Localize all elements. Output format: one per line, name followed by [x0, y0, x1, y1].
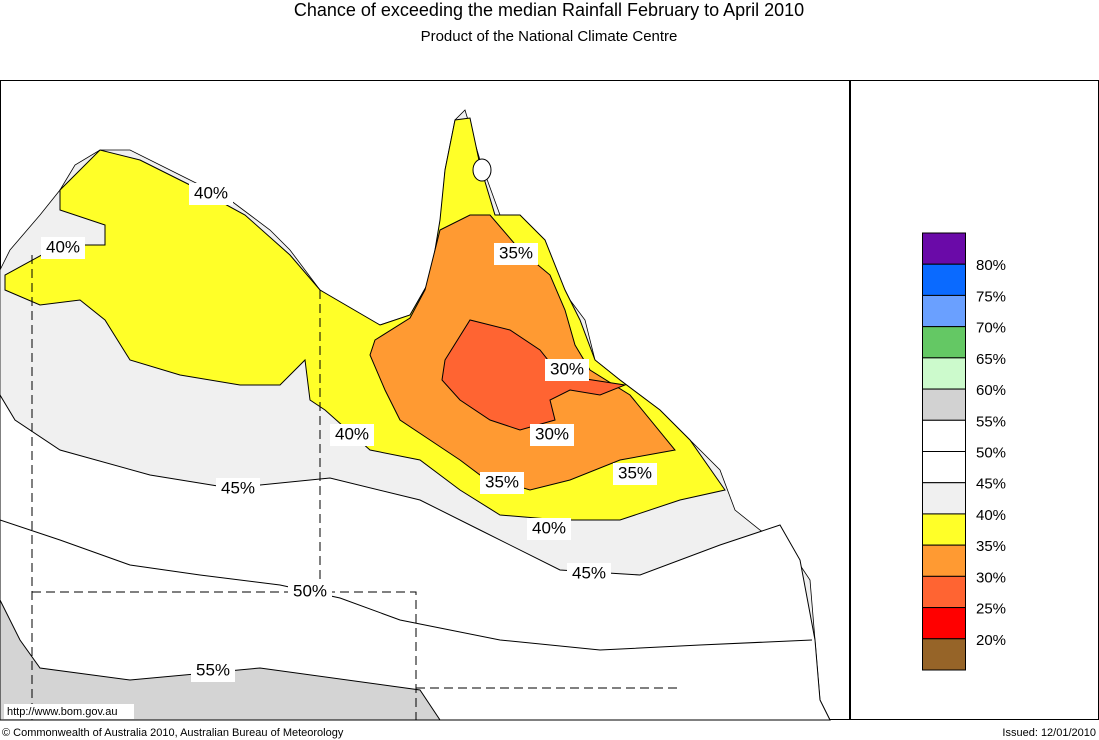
legend-swatch [922, 388, 966, 421]
legend-swatch [922, 263, 966, 296]
contour-label: 50% [293, 581, 327, 600]
legend-label: 40% [976, 507, 1006, 524]
contour-label: 40% [532, 518, 566, 537]
map: 40% 40% 35% 30% 30% 40% 35% 35% 45% 40% … [0, 80, 850, 721]
contour-label: 30% [535, 424, 569, 443]
legend-swatch [922, 357, 966, 390]
legend-label: 20% [976, 632, 1006, 649]
legend-swatch [922, 607, 966, 640]
legend-swatch [922, 482, 966, 515]
legend-swatch [922, 544, 966, 577]
title: Chance of exceeding the median Rainfall … [294, 0, 804, 20]
contour-50 [0, 519, 813, 651]
contour-label: 30% [550, 359, 584, 378]
legend-label: 35% [976, 538, 1006, 555]
copyright: © Commonwealth of Australia 2010, Austra… [2, 727, 344, 739]
region-55 [0, 599, 441, 721]
contour-label: 40% [194, 183, 228, 202]
legend-label: 50% [976, 444, 1006, 461]
region-30 [441, 319, 627, 431]
url-box [4, 704, 134, 719]
contour-label: 35% [618, 463, 652, 482]
contour-label: 40% [335, 424, 369, 443]
legend-swatch [922, 294, 966, 328]
contour-label: 40% [46, 237, 80, 256]
issued: Issued: 12/01/2010 [1002, 727, 1096, 739]
contour-label: 45% [572, 563, 606, 582]
legend-label: 70% [976, 320, 1006, 337]
legend-label: 25% [976, 601, 1006, 618]
legend-label: 60% [976, 382, 1006, 399]
legend-swatch [922, 419, 966, 452]
legend-label: 55% [976, 413, 1006, 430]
legend-label: 80% [976, 257, 1006, 274]
legend-swatch [922, 513, 966, 546]
subtitle: Product of the National Climate Centre [421, 28, 678, 45]
lake [472, 158, 492, 182]
contour-label: 55% [196, 660, 230, 679]
legend: 80% 75% 70% 65% 60% 55% 50% 45% 40% 35% 30% 25% 20% [922, 232, 1006, 671]
legend-label: 65% [976, 351, 1006, 368]
contour-label: 35% [499, 243, 533, 262]
legend-frame [850, 80, 1099, 720]
legend-swatch [922, 451, 966, 484]
legend-swatch [922, 638, 966, 671]
legend-label: 45% [976, 476, 1006, 493]
contour-label: 35% [485, 472, 519, 491]
legend-swatch [922, 326, 966, 359]
legend-label: 30% [976, 569, 1006, 586]
contour-label: 45% [221, 478, 255, 497]
legend-swatch [922, 575, 966, 609]
legend-swatch [922, 232, 966, 265]
state-border [31, 255, 680, 720]
url: http://www.bom.gov.au [7, 706, 117, 718]
legend-label: 75% [976, 288, 1006, 305]
